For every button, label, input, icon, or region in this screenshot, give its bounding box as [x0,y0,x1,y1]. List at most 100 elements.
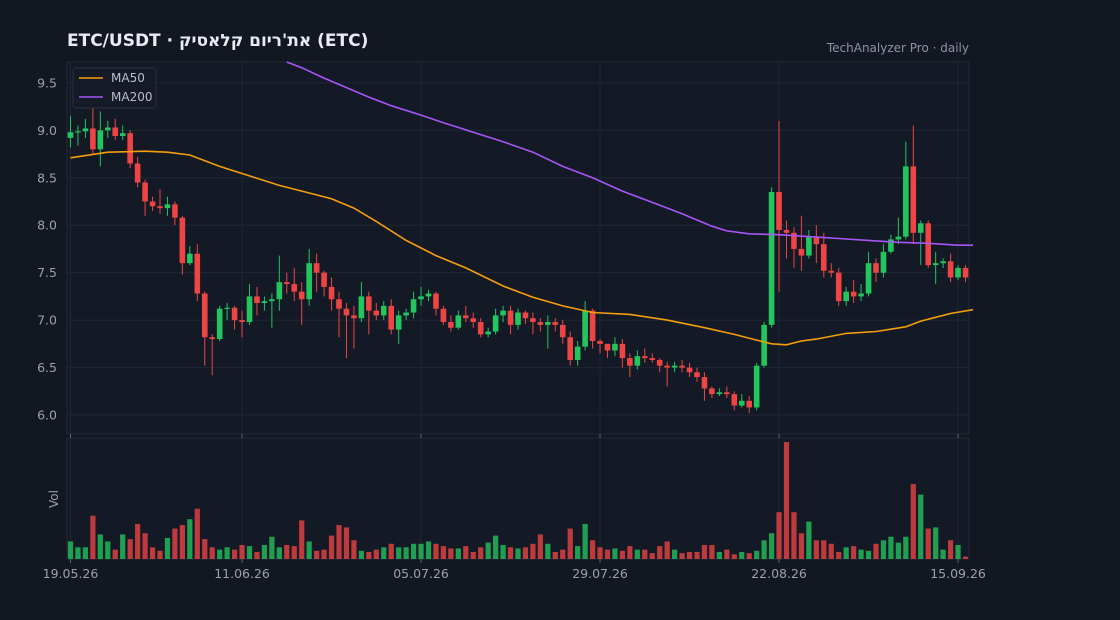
candle [97,111,104,167]
volume-bar [306,541,312,559]
candle-body [209,337,216,340]
candle [112,118,119,140]
volume-bar [798,533,805,559]
volume-bar [724,549,730,559]
volume-bar [179,525,185,559]
volume-bar [299,520,305,559]
volume-bar [455,548,461,559]
candle-body [358,296,365,319]
volume-bar [493,535,499,559]
candle [418,286,424,306]
candle [910,125,917,245]
candle-body [761,324,767,366]
candle-body [753,365,760,408]
candle-body [679,365,685,368]
volume-bar [567,528,573,559]
candle-body [604,343,611,351]
candle-body [903,166,909,237]
volume-bar [328,535,335,559]
candle [283,272,290,294]
candle [187,246,193,266]
candle [641,348,648,363]
price-tick-label: 7.5 [37,265,57,280]
volume-bar [918,494,924,559]
candle-body [746,400,753,408]
candle [724,386,730,398]
volume-bar [649,553,655,559]
candle [239,310,245,338]
volume-bar [657,546,663,559]
candle [164,196,171,216]
candle-body [962,267,969,278]
candle [254,286,260,316]
candle-body [522,312,529,319]
volume-bar [396,547,402,559]
candle-body [768,192,775,325]
ma200-line [286,61,973,246]
volume-bar [739,551,745,559]
candle-body [455,315,462,328]
candle [351,305,357,349]
candle-body [470,318,477,323]
candle-body [246,296,253,323]
candle [358,282,365,323]
volume-bar [90,515,96,559]
volume-bar [209,547,215,559]
volume-bar [709,544,715,559]
volume-bar [768,533,775,559]
candle-body [134,163,141,183]
candle-body [410,299,417,313]
candle-body [865,263,872,294]
candle-body [239,320,245,323]
volume-bar [910,484,916,559]
candle-body [947,261,954,278]
candle-body [820,244,827,271]
volume-bar [351,540,357,559]
volume-bar [284,544,290,559]
candle [470,312,477,328]
candle [768,187,775,328]
candle-body [395,315,402,330]
volume-bar [187,519,193,559]
volume-axis-label: Vol [47,490,61,508]
volume-bar [962,556,969,559]
candle [589,308,596,349]
volume-bar [224,547,230,559]
volume-bar [418,543,424,559]
volume-bar [851,546,857,559]
candle-body [261,301,268,304]
volume-bar [343,527,350,559]
candle-body [627,358,633,366]
candle [813,225,820,264]
volume-bar [164,537,171,559]
candle-body [559,324,566,338]
candle [410,291,417,319]
volume-bar [754,550,760,559]
volume-bar [873,543,879,559]
volume-bar [135,523,141,559]
candle [567,331,574,366]
volume-bar [627,546,633,559]
volume-bar [157,550,163,559]
volume-bar [619,550,626,559]
volume-bar [947,540,954,559]
candle [433,291,439,316]
volume-bar [761,540,767,559]
volume-bar [925,528,931,559]
volume-bar [716,551,722,559]
volume-bar [582,523,588,559]
volume-bar [336,525,342,559]
candle [336,291,342,338]
volume-bar [664,541,670,559]
volume-bar [120,534,126,559]
candle-body [656,359,663,366]
candle [947,253,954,283]
chart-title: ETC/USDT · את'ריום קלאסיק (ETC) [67,31,369,51]
candle [209,334,216,376]
candle-body [507,310,514,325]
candle [731,391,738,411]
candle-body [671,365,678,368]
candle [328,277,335,311]
date-tick-label: 11.06.26 [214,566,270,581]
volume-bar [597,547,603,559]
